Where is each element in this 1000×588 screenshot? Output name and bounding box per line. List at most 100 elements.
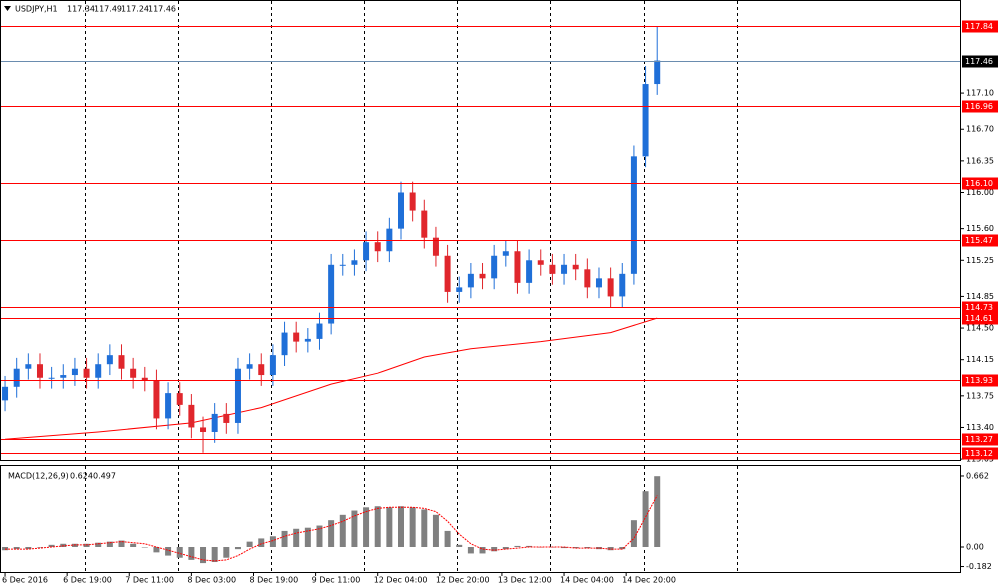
level-label: 115.47 [965, 236, 993, 245]
macd-value: 0.624 [70, 472, 93, 481]
ohlc-low: 117.24 [121, 5, 149, 14]
candle-body [537, 260, 544, 265]
candle-body [118, 355, 125, 369]
macd-bar [211, 547, 218, 563]
macd-bar [467, 547, 474, 554]
x-tick-label: 6 Dec 2016 [2, 576, 48, 585]
macd-bar [630, 520, 637, 548]
macd-bar [48, 544, 55, 548]
macd-bar [607, 547, 614, 551]
candle-body [351, 260, 358, 265]
level-label-box [962, 100, 998, 113]
candle-body [71, 368, 78, 376]
candle-body [48, 377, 55, 379]
candle-body [444, 255, 451, 292]
macd-bar [561, 547, 568, 549]
candle-body [2, 386, 9, 401]
candle-body [561, 264, 568, 274]
menu-arrow[interactable] [4, 6, 11, 11]
macd-bar [293, 528, 300, 548]
candle-body [36, 364, 43, 378]
candle-body [269, 355, 276, 376]
macd-bar [223, 547, 230, 558]
x-tick-label: 12 Dec 20:00 [436, 576, 490, 585]
macd-title: MACD(12,26,9) [8, 472, 69, 481]
macd-y-tick-label: 0.662 [966, 471, 989, 480]
macd-bar [595, 547, 602, 550]
macd-bar [281, 530, 288, 548]
candle-body [165, 393, 172, 419]
candle-body [211, 413, 218, 432]
macd-bar [316, 525, 323, 548]
candle-body [328, 264, 335, 324]
macd-y-tick-label: 0.00 [966, 543, 984, 552]
level-label: 114.73 [965, 303, 993, 312]
candle-body [95, 364, 102, 378]
candle-body [234, 368, 241, 423]
y-tick-label: 114.50 [966, 324, 994, 333]
candle-body [432, 237, 439, 256]
y-tick-label: 116.00 [966, 188, 994, 197]
macd-bar [339, 514, 346, 548]
macd-bar [351, 510, 358, 548]
macd-bar [165, 547, 172, 556]
macd-bar [141, 547, 148, 548]
candle-body [421, 210, 428, 238]
candle-body [304, 338, 311, 342]
x-tick-label: 14 Dec 20:00 [622, 576, 676, 585]
candle-body [526, 260, 533, 283]
x-tick-label: 8 Dec 19:00 [249, 576, 298, 585]
macd-bar [514, 545, 521, 548]
macd-bar [572, 547, 579, 549]
macd-bar [642, 491, 649, 548]
candle-body [130, 368, 137, 378]
candle-body [200, 427, 207, 432]
level-label-box [962, 312, 998, 325]
candle-body [654, 60, 661, 85]
candle-body [188, 404, 195, 428]
candle-body [83, 368, 90, 378]
ohlc-close: 117.46 [148, 5, 176, 14]
macd-bar [491, 547, 498, 552]
macd-bar [502, 547, 509, 550]
level-label: 114.61 [965, 314, 993, 323]
candle-body [642, 84, 649, 157]
macd-bar [654, 476, 661, 548]
x-tick-label: 8 Dec 03:00 [187, 576, 236, 585]
macd-bar [188, 547, 195, 560]
macd-bar [386, 507, 393, 548]
y-tick-label: 115.25 [966, 256, 994, 265]
macd-pane [0, 465, 961, 573]
macd-bar [36, 547, 43, 548]
macd-bar [200, 547, 207, 564]
candle-body [258, 364, 265, 376]
candle-body [595, 278, 602, 288]
y-tick-label: 113.40 [966, 423, 994, 432]
candle-body [479, 273, 486, 279]
candle-body [363, 242, 370, 261]
y-tick-label: 114.85 [966, 292, 994, 301]
level-label-box [962, 447, 998, 460]
y-tick-label: 116.35 [966, 156, 994, 165]
x-tick-label: 6 Dec 19:00 [63, 576, 112, 585]
candle-body [386, 228, 393, 252]
macd-bar [13, 547, 20, 550]
candle-body [223, 413, 230, 423]
current-price-label: 117.46 [965, 57, 993, 66]
macd-bar [246, 541, 253, 548]
candle-body [316, 323, 323, 339]
candle-body [339, 264, 346, 266]
ohlc-high: 117.49 [94, 5, 122, 14]
current-price-box [962, 55, 998, 68]
level-label-box [962, 20, 998, 33]
macd-bar [25, 547, 32, 550]
signal-value: 0.497 [93, 472, 116, 481]
candle-body [630, 156, 637, 274]
main-pane [0, 0, 961, 461]
macd-bar [363, 507, 370, 548]
moving-average [4, 317, 658, 440]
macd-bar [584, 547, 591, 549]
level-label-box [962, 301, 998, 314]
macd-bar [234, 547, 241, 550]
